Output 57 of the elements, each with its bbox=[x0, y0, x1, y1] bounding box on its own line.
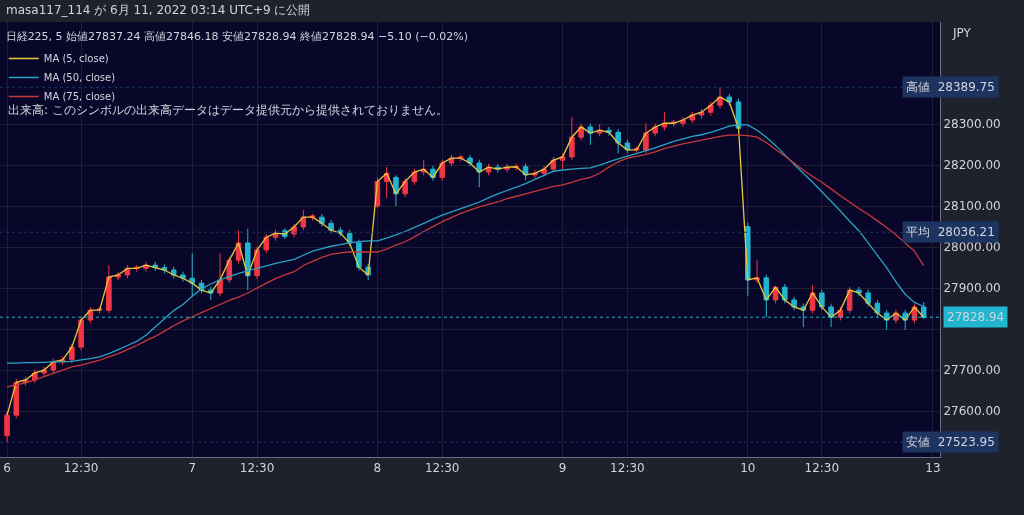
x-tick-label: 10 bbox=[740, 461, 756, 476]
y-tick-label: 27600.00 bbox=[943, 404, 1001, 419]
x-tick-label: 12:30 bbox=[610, 461, 645, 476]
candlestick bbox=[328, 219, 334, 235]
ref-line-label: 安値 27523.95 bbox=[906, 435, 995, 449]
candlestick bbox=[13, 378, 20, 419]
x-tick-label: 13 bbox=[925, 461, 941, 476]
candlestick bbox=[865, 289, 871, 308]
candlestick bbox=[263, 233, 270, 254]
candlestick bbox=[189, 252, 195, 297]
candlestick bbox=[559, 153, 566, 170]
candlestick bbox=[846, 286, 853, 314]
x-tick-label: 12:30 bbox=[424, 461, 460, 476]
text: 日経225, 5 始値27837.24 高値27846.18 安値27828.94 終値27828.94 −5.10 (−0.02%) bbox=[5, 29, 469, 43]
candlestick bbox=[652, 123, 658, 137]
annotation: 出来高: このシンボルの出来高データはデータ提供元から提供されておりません。 bbox=[8, 103, 448, 117]
x-tick-label: 12:30 bbox=[804, 461, 840, 476]
candlestick bbox=[319, 213, 325, 228]
y-tick-label: 28300.00 bbox=[943, 117, 1001, 132]
text: masa117_114 が 6月 11, 2022 03:14 UTC+9 に公開 bbox=[6, 3, 311, 17]
legend-label: MA (75, close) bbox=[43, 91, 116, 103]
x-tick-label: 12:30 bbox=[239, 461, 275, 476]
candlestick bbox=[569, 116, 575, 161]
candlestick bbox=[96, 306, 103, 314]
candlestick bbox=[550, 156, 557, 173]
candlestick bbox=[467, 154, 473, 167]
y-axis-title: JPY bbox=[952, 26, 972, 40]
candlestick bbox=[782, 283, 788, 304]
candlestick bbox=[819, 289, 825, 311]
legend-label: MA (5, close) bbox=[43, 53, 109, 65]
candlestick bbox=[309, 213, 316, 221]
x-tick-label: 9 bbox=[558, 461, 567, 476]
y-tick-label: 28000.00 bbox=[943, 240, 1001, 255]
y-tick-label: 28100.00 bbox=[943, 199, 1001, 214]
x-tick-label: 12:30 bbox=[63, 461, 99, 476]
y-tick-label: 27900.00 bbox=[943, 281, 1001, 296]
x-tick-label: 6 bbox=[3, 461, 11, 476]
candlestick bbox=[69, 343, 75, 364]
legend-label: MA (50, close) bbox=[43, 72, 116, 84]
y-tick-label: 28200.00 bbox=[943, 158, 1001, 173]
candlestick bbox=[439, 159, 445, 182]
candlestick bbox=[106, 264, 112, 314]
ref-line-label: 27828.94 bbox=[947, 310, 1005, 324]
y-tick-label: 27700.00 bbox=[943, 363, 1001, 378]
x-tick-label: 8 bbox=[373, 461, 382, 476]
candlestick bbox=[670, 119, 677, 128]
candlestick bbox=[4, 410, 10, 443]
ref-line-label: 高値 28389.75 bbox=[906, 80, 995, 94]
candlestick bbox=[680, 116, 686, 128]
candlestick bbox=[643, 122, 649, 154]
candlestick bbox=[615, 128, 621, 154]
candlestick bbox=[763, 274, 770, 318]
ref-line-label: 平均 28036.21 bbox=[906, 225, 995, 239]
candlestick bbox=[217, 252, 223, 297]
candlestick bbox=[78, 316, 84, 351]
x-tick-label: 7 bbox=[188, 461, 197, 476]
candlestick bbox=[402, 177, 408, 198]
